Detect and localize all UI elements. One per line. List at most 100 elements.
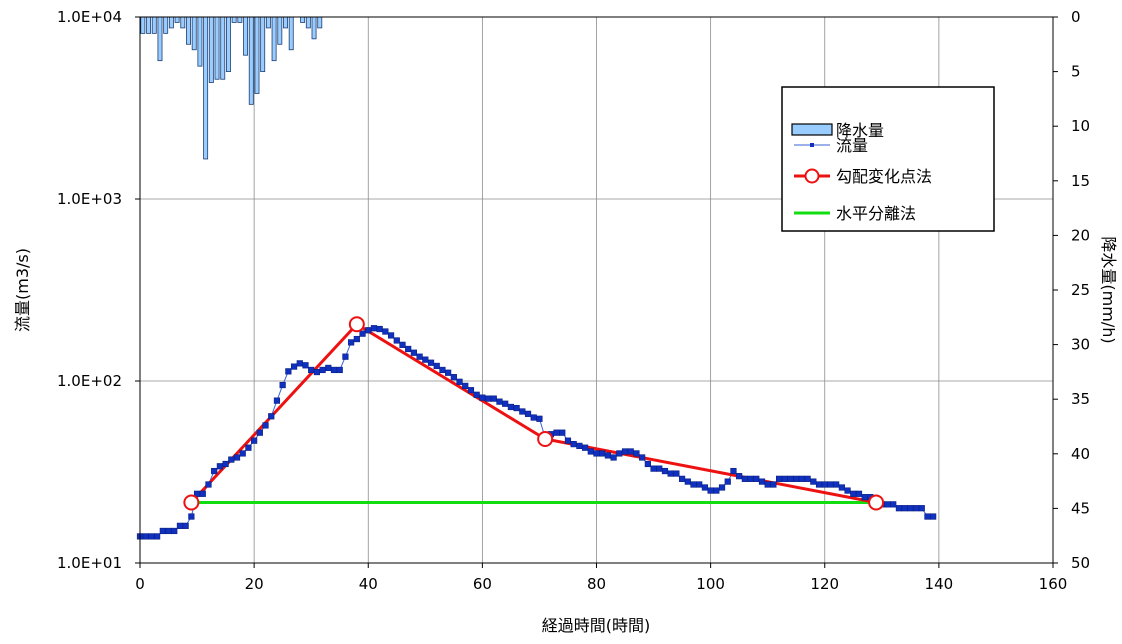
flow-point xyxy=(445,370,451,376)
flow-point xyxy=(759,479,765,485)
flow-point xyxy=(719,485,725,491)
flow-point xyxy=(765,482,771,488)
flow-point xyxy=(582,445,588,451)
flow-point xyxy=(257,430,263,436)
flow-point xyxy=(577,443,583,449)
flow-point xyxy=(702,485,708,491)
flow-point xyxy=(811,479,817,485)
flow-point xyxy=(856,491,862,497)
flow-point xyxy=(320,367,326,373)
flow-point xyxy=(434,363,440,369)
precipitation-bar xyxy=(181,17,185,28)
flow-point xyxy=(594,451,600,457)
y-right-tick-label: 5 xyxy=(1071,63,1081,81)
y-axis-left-title: 流量(m3/s) xyxy=(13,248,32,332)
flow-point xyxy=(189,514,195,520)
precipitation-bar xyxy=(272,17,276,61)
flow-point xyxy=(286,369,292,375)
flow-point xyxy=(428,360,434,366)
flow-point xyxy=(177,523,183,529)
flow-point xyxy=(862,494,868,500)
flow-point xyxy=(223,461,229,467)
flow-point xyxy=(171,528,177,534)
flow-point xyxy=(919,505,925,511)
flow-point xyxy=(913,505,919,511)
precipitation-bar xyxy=(266,17,270,28)
x-tick-label: 80 xyxy=(587,575,606,593)
flow-point xyxy=(343,354,349,360)
flow-point xyxy=(599,451,605,457)
flow-point xyxy=(457,379,463,385)
flow-point xyxy=(617,451,623,457)
flow-point xyxy=(485,396,491,402)
x-tick-label: 160 xyxy=(1039,575,1068,593)
flow-point xyxy=(251,438,257,444)
x-tick-label: 140 xyxy=(925,575,954,593)
flow-point xyxy=(217,463,223,469)
flow-point xyxy=(622,449,628,455)
flow-point xyxy=(337,367,343,373)
flow-point xyxy=(725,479,731,485)
flow-point xyxy=(206,482,212,488)
flow-point xyxy=(183,523,189,529)
x-tick-label: 100 xyxy=(696,575,725,593)
flow-point xyxy=(571,441,577,447)
flow-point xyxy=(166,528,172,534)
legend-label-horizontal-method: 水平分離法 xyxy=(836,204,916,223)
precipitation-bar xyxy=(278,17,282,44)
flow-point xyxy=(628,449,634,455)
flow-point xyxy=(531,415,537,421)
precipitation-bar xyxy=(221,17,225,79)
y-right-tick-label: 15 xyxy=(1071,172,1090,190)
flow-point xyxy=(423,357,429,363)
legend-label-gradient-method: 勾配変化点法 xyxy=(836,167,932,186)
precipitation-bar xyxy=(192,17,196,50)
flow-point xyxy=(388,333,394,339)
flow-point xyxy=(268,413,274,419)
flow-point xyxy=(348,340,354,346)
flow-point xyxy=(645,461,651,467)
flow-point xyxy=(297,361,303,367)
precipitation-bars xyxy=(141,17,322,159)
y-axis-right-title: 降水量(mm/h) xyxy=(1099,236,1118,343)
legend-swatch-precipitation xyxy=(792,124,832,135)
flow-point xyxy=(394,338,400,344)
flow-point xyxy=(149,534,155,540)
precipitation-bar xyxy=(147,17,151,33)
flow-point xyxy=(229,457,235,463)
flow-point xyxy=(559,430,565,436)
precipitation-bar xyxy=(238,17,242,22)
flow-point xyxy=(525,411,531,417)
flow-point xyxy=(662,468,668,474)
flow-point xyxy=(514,405,520,411)
precipitation-bar xyxy=(152,17,156,33)
y-right-tick-label: 10 xyxy=(1071,117,1090,135)
data-markers xyxy=(137,317,936,539)
flow-point xyxy=(634,451,640,457)
y-right-tick-label: 40 xyxy=(1071,445,1090,463)
precipitation-bar xyxy=(186,17,190,44)
flow-point xyxy=(508,404,514,410)
flow-point xyxy=(411,350,417,356)
flow-point xyxy=(885,502,891,508)
flow-point xyxy=(656,466,662,472)
flow-point xyxy=(497,399,503,405)
flow-point xyxy=(554,430,560,436)
flow-point xyxy=(468,387,474,393)
flow-point xyxy=(274,398,280,404)
flow-point xyxy=(611,455,617,461)
y-left-tick-label: 1.0E+01 xyxy=(57,554,122,572)
flow-point xyxy=(502,401,508,407)
legend-swatch-flow-marker xyxy=(810,143,814,147)
flow-point xyxy=(782,476,788,482)
flow-point xyxy=(771,482,777,488)
flow-point xyxy=(605,453,611,459)
flow-point xyxy=(565,438,571,444)
flow-point xyxy=(588,449,594,455)
flow-point xyxy=(742,476,748,482)
precipitation-bar xyxy=(255,17,259,93)
y-left-tick-label: 1.0E+02 xyxy=(57,372,122,390)
legend-swatch-gradient-marker xyxy=(806,170,819,183)
flow-point xyxy=(365,327,371,333)
